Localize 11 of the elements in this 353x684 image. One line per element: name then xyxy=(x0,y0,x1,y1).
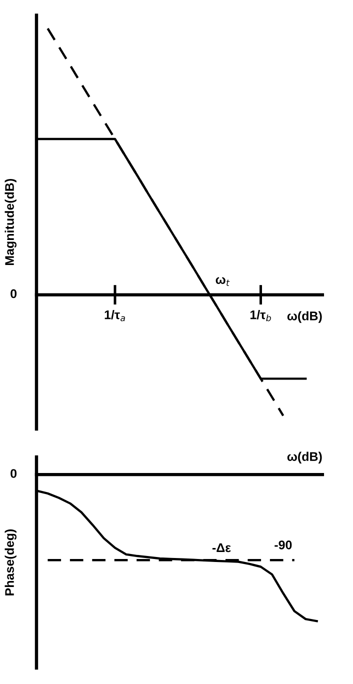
x-tick-label: 1/τ$_{b}$ xyxy=(250,310,271,322)
x-tick-label: 1/τ$_{a}$ xyxy=(104,310,125,322)
y-axis-title: Phase(deg) xyxy=(4,529,16,596)
annotation: -90 xyxy=(274,540,292,550)
y-axis-title: Magnitude(dB) xyxy=(4,178,16,265)
annotation: ω$_{t}$ xyxy=(216,277,230,286)
annotation: -Δε xyxy=(212,543,231,552)
x-axis-title: ω(dB) xyxy=(287,452,322,464)
x-axis-title: ω(dB) xyxy=(287,311,322,323)
text: 0 xyxy=(10,469,17,478)
text: 0 xyxy=(10,289,17,298)
